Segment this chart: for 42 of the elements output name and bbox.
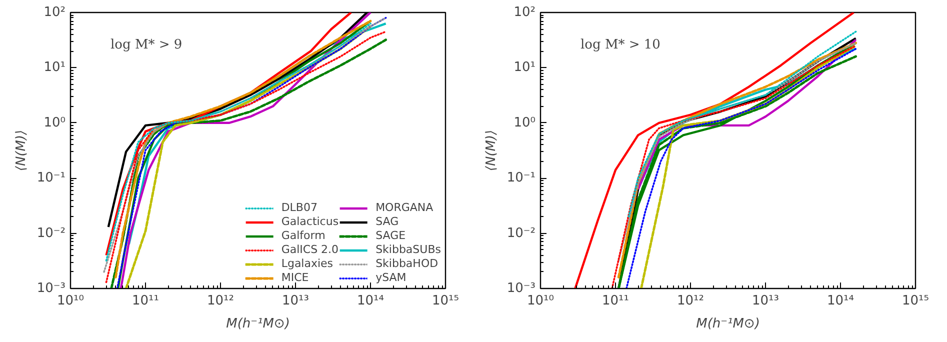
legend-label: MICE xyxy=(281,271,309,284)
legend-label: SkibbaSUBs xyxy=(376,243,441,256)
x-axis-title: M(h⁻¹M⊙) xyxy=(696,316,760,332)
y-tick-label: 10² xyxy=(44,5,66,20)
legend-label: Galform xyxy=(281,229,326,242)
x-axis-title: M(h⁻¹M⊙) xyxy=(226,316,290,332)
x-tick-label: 10¹⁴ xyxy=(357,294,384,308)
x-tick-label: 10¹⁰ xyxy=(57,294,84,308)
y-tick-label: 10⁻¹ xyxy=(36,170,66,186)
x-tick-label: 10¹¹ xyxy=(132,294,159,308)
y-tick-label: 10⁰ xyxy=(44,115,66,130)
y-axis-title: ⟨N(M)⟩ xyxy=(484,130,499,172)
x-tick-label: 10¹⁵ xyxy=(432,294,459,308)
y-tick-label: 10¹ xyxy=(514,60,536,76)
legend-label: SAG xyxy=(376,215,399,228)
x-tick-label: 10¹⁰ xyxy=(527,294,554,308)
y-tick-label: 10⁻² xyxy=(506,226,536,241)
y-tick-label: 10⁻¹ xyxy=(506,170,536,186)
y-tick-label: 10² xyxy=(514,5,536,20)
x-tick-label: 10¹⁴ xyxy=(827,294,854,308)
x-tick-label: 10¹¹ xyxy=(602,294,629,308)
legend-label: Galacticus xyxy=(281,215,339,228)
y-tick-label: 10⁻³ xyxy=(36,281,66,296)
annotation: log M* > 10 xyxy=(580,38,660,52)
y-tick-label: 10⁻³ xyxy=(506,281,536,296)
legend-label: MORGANA xyxy=(376,201,434,214)
y-tick-label: 10¹ xyxy=(44,60,66,76)
legend-label: ySAM xyxy=(376,271,406,284)
x-tick-label: 10¹⁵ xyxy=(902,294,929,308)
y-tick-label: 10⁻² xyxy=(36,226,66,241)
legend-label: GalICS 2.0 xyxy=(281,243,339,256)
legend-label: SAGE xyxy=(376,229,406,242)
annotation: log M* > 9 xyxy=(110,38,182,52)
legend-label: DLB07 xyxy=(281,201,318,214)
x-tick-label: 10¹² xyxy=(207,294,234,308)
legend-label: Lgalaxies xyxy=(281,257,334,270)
y-axis-title: ⟨N(M)⟩ xyxy=(14,130,29,172)
x-tick-label: 10¹³ xyxy=(282,294,309,308)
y-tick-label: 10⁰ xyxy=(514,115,536,130)
x-tick-label: 10¹² xyxy=(677,294,704,308)
legend-label: SkibbaHOD xyxy=(376,257,438,270)
x-tick-label: 10¹³ xyxy=(752,294,779,308)
